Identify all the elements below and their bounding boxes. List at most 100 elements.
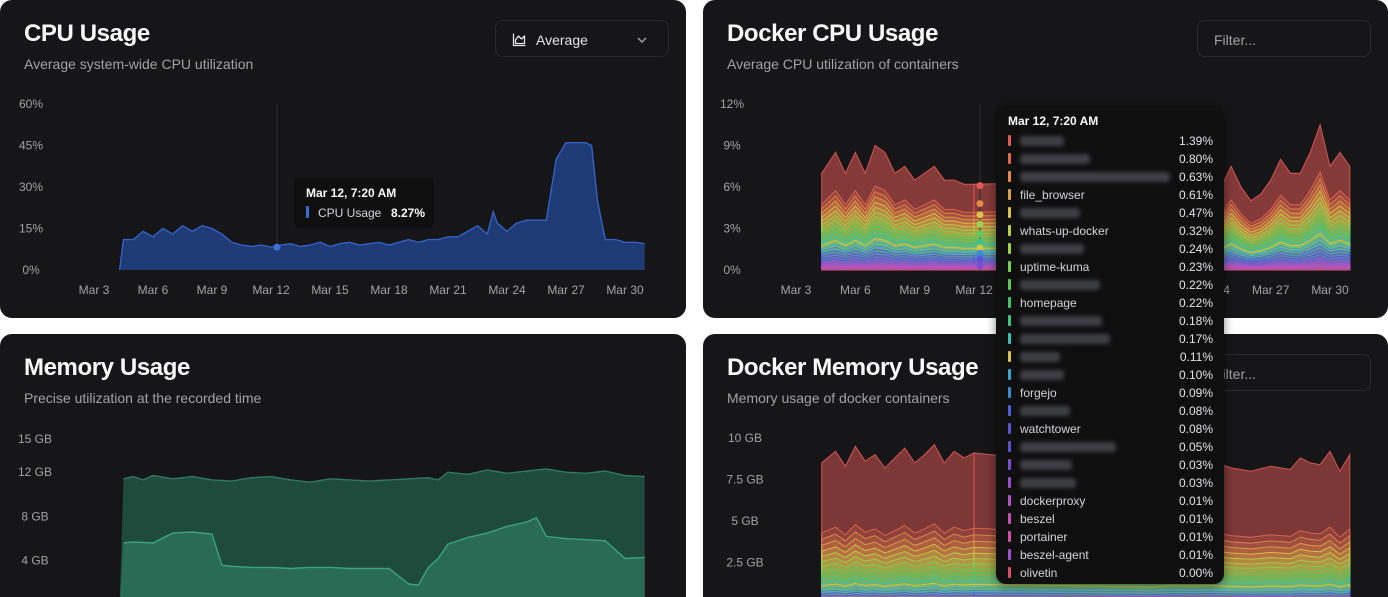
x-tick-label: Mar 3	[79, 283, 110, 297]
cpu-usage-chart: 0% 15% 30% 45% 60% Mar 3 Mar 6 Mar 9 Mar 12 Mar 1…	[19, 97, 645, 297]
filter-placeholder: Filter...	[1214, 366, 1257, 382]
docker-memory-usage-title: Docker Memory Usage	[727, 354, 979, 381]
tooltip-row-value: 0.08%	[1178, 422, 1213, 436]
tooltip-row: uptime-kuma 0.23%	[996, 258, 1224, 276]
tooltip-row-swatch	[1008, 243, 1011, 254]
tooltip-row-swatch	[1008, 297, 1011, 308]
x-tick-label: Mar 21	[429, 283, 467, 297]
tooltip-row-name: file_browser	[1020, 188, 1085, 202]
docker-cpu-hover-point	[976, 255, 984, 263]
tooltip-row-value: 0.63%	[1178, 170, 1213, 184]
average-select[interactable]: Average	[495, 20, 669, 57]
container-memory-area	[821, 560, 975, 597]
tooltip-row-redacted-name	[1020, 406, 1070, 416]
tooltip-row-redacted-name	[1020, 460, 1072, 470]
tooltip-row: homepage 0.22%	[996, 294, 1224, 312]
y-tick-label: 0%	[22, 263, 40, 277]
tooltip-row-value: 0.17%	[1178, 332, 1213, 346]
tooltip-row-swatch	[1008, 153, 1011, 164]
x-tick-label: Mar 27	[1252, 283, 1290, 297]
tooltip-row-name: whats-up-docker	[1020, 224, 1109, 238]
y-tick-label: 8 GB	[21, 510, 48, 524]
docker-cpu-hover-point	[976, 211, 984, 219]
tooltip-row: beszel 0.01%	[996, 510, 1224, 528]
y-tick-label: 15 GB	[18, 432, 52, 446]
docker-cpu-hover-point	[976, 238, 984, 246]
tooltip-row-value: 0.01%	[1178, 494, 1213, 508]
memory-used-area	[119, 517, 645, 597]
tooltip-row-value: 0.24%	[1178, 242, 1213, 256]
tooltip-row: 0.05%	[996, 438, 1224, 456]
tooltip-row-name: beszel	[1020, 512, 1055, 526]
tooltip-row-swatch	[1008, 333, 1011, 344]
x-tick-label: Mar 6	[840, 283, 871, 297]
tooltip-row: 0.22%	[996, 276, 1224, 294]
cpu-tooltip: Mar 12, 7:20 AM CPU Usage 8.27%	[294, 178, 434, 228]
x-tick-label: Mar 27	[547, 283, 585, 297]
tooltip-row-swatch	[1008, 261, 1011, 272]
tooltip-row: 1.39%	[996, 132, 1224, 150]
docker-cpu-hover-point	[976, 244, 984, 252]
tooltip-row: olivetin 0.00%	[996, 564, 1224, 582]
tooltip-row-value: 0.22%	[1178, 296, 1213, 310]
memory-usage-title: Memory Usage	[24, 354, 190, 381]
tooltip-row-swatch	[1008, 135, 1011, 146]
area-chart-icon	[512, 32, 527, 52]
tooltip-row-name: olivetin	[1020, 566, 1058, 580]
y-tick-label: 6%	[723, 180, 741, 194]
container-series-area	[821, 268, 975, 271]
tooltip-row-value: 0.03%	[1178, 476, 1213, 490]
x-tick-label: Mar 3	[781, 283, 812, 297]
tooltip-row: file_browser 0.61%	[996, 186, 1224, 204]
tooltip-row-value: 0.10%	[1178, 368, 1213, 382]
x-tick-label: Mar 12	[955, 283, 993, 297]
tooltip-row-redacted-name	[1020, 316, 1102, 326]
tooltip-row-redacted-name	[1020, 370, 1064, 380]
tooltip-row: 0.10%	[996, 366, 1224, 384]
tooltip-row-value: 0.08%	[1178, 404, 1213, 418]
tooltip-row-swatch	[1008, 315, 1011, 326]
cpu-usage-title: CPU Usage	[24, 20, 150, 47]
tooltip-row-swatch	[1008, 423, 1011, 434]
tooltip-row-swatch	[1008, 567, 1011, 578]
y-tick-label: 15%	[19, 222, 43, 236]
memory-usage-subtitle: Precise utilization at the recorded time	[24, 390, 262, 406]
tooltip-row-redacted-name	[1020, 442, 1116, 452]
tooltip-row-swatch	[1008, 225, 1011, 236]
tooltip-row: 0.03%	[996, 456, 1224, 474]
docker-cpu-hover-point	[976, 200, 984, 208]
tooltip-row: watchtower 0.08%	[996, 420, 1224, 438]
tooltip-row-swatch	[1008, 189, 1011, 200]
tooltip-row: 0.24%	[996, 240, 1224, 258]
tooltip-row-redacted-name	[1020, 478, 1076, 488]
y-tick-label: 4 GB	[21, 554, 48, 568]
docker-cpu-filter-input[interactable]: Filter...	[1197, 20, 1371, 57]
container-memory-area	[821, 591, 975, 597]
tooltip-row-value: 0.32%	[1178, 224, 1213, 238]
cpu-tooltip-series: CPU Usage	[318, 206, 382, 220]
memory-usage-chart: 4 GB 8 GB 12 GB 15 GB	[18, 432, 645, 597]
tooltip-row-name: homepage	[1020, 296, 1077, 310]
tooltip-row-swatch	[1008, 441, 1011, 452]
y-tick-label: 60%	[19, 97, 43, 111]
tooltip-row-value: 0.22%	[1178, 278, 1213, 292]
tooltip-row-value: 0.23%	[1178, 260, 1213, 274]
tooltip-row-value: 0.01%	[1178, 512, 1213, 526]
docker-cpu-usage-title: Docker CPU Usage	[727, 20, 939, 47]
tooltip-row-swatch	[1008, 477, 1011, 488]
y-tick-label: 2.5 GB	[726, 556, 763, 570]
container-series-area	[821, 234, 975, 271]
y-tick-label: 10 GB	[728, 431, 762, 445]
tooltip-row-swatch	[1008, 387, 1011, 398]
docker-cpu-hover-point	[976, 182, 984, 190]
memory-cache-line	[123, 468, 645, 483]
tooltip-row: 0.80%	[996, 150, 1224, 168]
tooltip-row-swatch	[1008, 405, 1011, 416]
cpu-tooltip-value: 8.27%	[391, 206, 426, 220]
tooltip-row-redacted-name	[1020, 172, 1170, 182]
docker-memory-filter-input[interactable]: Filter...	[1197, 354, 1371, 391]
docker-cpu-tooltip: Mar 12, 7:20 AM 1.39% 0.80% 0.63% file_brow…	[996, 106, 1224, 584]
tooltip-row: 0.63%	[996, 168, 1224, 186]
cpu-usage-card: 0% 15% 30% 45% 60% Mar 3 Mar 6 Mar 9 Mar 12 Mar 1…	[0, 0, 686, 318]
tooltip-row-value: 0.18%	[1178, 314, 1213, 328]
